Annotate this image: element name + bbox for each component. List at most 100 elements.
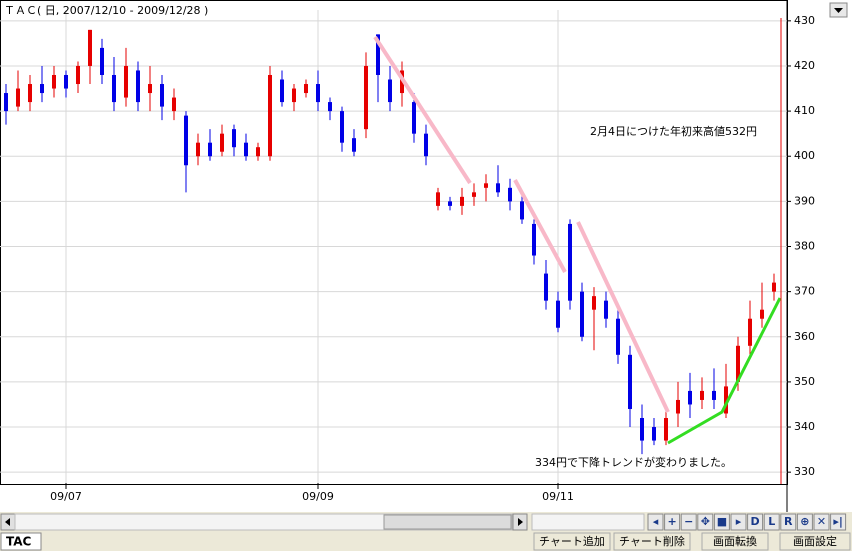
toolbar-button[interactable]: [613, 532, 691, 551]
candle-body: [508, 187, 512, 202]
candle-body: [316, 84, 320, 103]
scroll-thumb[interactable]: [383, 514, 512, 530]
symbol-box[interactable]: [0, 532, 42, 551]
candle-body: [184, 115, 188, 166]
nav-button[interactable]: [730, 513, 747, 531]
candle-body: [640, 418, 644, 441]
candle-body: [304, 84, 308, 94]
zoom-slider[interactable]: [531, 513, 645, 531]
button-label: チャート削除: [619, 534, 685, 548]
candle-body: [388, 79, 392, 103]
candle-body: [484, 183, 488, 188]
candle-body: [748, 318, 752, 346]
nav-button[interactable]: [830, 513, 847, 531]
candle-body: [232, 129, 236, 148]
candle-body: [544, 273, 548, 301]
candle-body: [280, 79, 284, 103]
nav-label: ✕: [817, 515, 826, 528]
y-tick-label: 410: [794, 104, 815, 117]
nav-label: −: [684, 515, 693, 528]
toolbar-button[interactable]: [533, 532, 611, 551]
candle-body: [16, 88, 20, 107]
symbol: TAC: [6, 535, 32, 549]
candle-body: [52, 74, 56, 89]
candle-body: [40, 84, 44, 94]
y-tick-label: 420: [794, 59, 815, 72]
candle-body: [496, 183, 500, 193]
candle-body: [424, 133, 428, 157]
candle-body: [532, 223, 536, 256]
y-tick-label: 370: [794, 285, 815, 298]
candle-body: [76, 65, 80, 85]
nav-label: +: [667, 515, 676, 528]
nav-button[interactable]: [680, 513, 697, 531]
trend-line: [576, 221, 670, 413]
candle-body: [688, 390, 692, 405]
candle-body: [448, 201, 452, 206]
nav-button[interactable]: [664, 513, 681, 531]
candle-body: [28, 84, 32, 103]
candle-body: [652, 427, 656, 441]
buttons: チャート追加 チャート削除 画面転換 画面設定: [533, 532, 851, 551]
candle-body: [136, 70, 140, 103]
candle-body: [724, 386, 728, 414]
nav-button[interactable]: [747, 513, 764, 531]
nav-button[interactable]: [813, 513, 830, 531]
nav-button[interactable]: [713, 513, 730, 531]
toolbar-button[interactable]: [701, 532, 769, 551]
candle-body: [736, 345, 740, 382]
candle-body: [88, 29, 92, 66]
candle-body: [664, 418, 668, 441]
nav-label: ■: [717, 515, 727, 528]
nav-buttons: ◂ + − ✥ ■ ▸ D L R ⊕ ✕ ▸|: [647, 513, 847, 531]
annotation: 334円で下降トレンドが変わりました。: [535, 455, 732, 469]
candle-body: [436, 192, 440, 206]
candle-body: [376, 34, 380, 75]
plot: [0, 10, 791, 489]
dropdown-arrow: [834, 8, 843, 13]
candle-body: [244, 142, 248, 157]
y-tick-label: 330: [794, 465, 815, 478]
candle-body: [256, 147, 260, 157]
trend-line: [667, 297, 782, 445]
x-tick-label: 09/07: [50, 490, 82, 503]
candle-body: [220, 133, 224, 152]
candle-body: [172, 97, 176, 112]
nav-button[interactable]: [796, 513, 813, 531]
y-tick-label: 380: [794, 240, 815, 253]
y-tick-label: 400: [794, 149, 815, 162]
candle-body: [328, 102, 332, 112]
nav-label: ▸: [736, 515, 742, 528]
arrow: [518, 518, 523, 526]
y-tick-label: 430: [794, 14, 815, 27]
candle-body: [148, 84, 152, 94]
button-label: チャート追加: [539, 534, 605, 548]
candle-body: [580, 291, 584, 337]
candle-body: [292, 88, 296, 103]
candle-body: [268, 74, 272, 157]
arrow: [5, 518, 10, 526]
candle-body: [196, 142, 200, 157]
candle-body: [628, 354, 632, 409]
annotation: 2月4日につけた年初来高値532円: [590, 124, 757, 138]
nav-button[interactable]: [697, 513, 714, 531]
toolbar-button[interactable]: [779, 532, 851, 551]
nav-label: ✥: [701, 515, 710, 528]
candle-body: [616, 318, 620, 355]
nav-label: ◂: [653, 515, 659, 528]
candle-body: [412, 102, 416, 134]
candle-body: [700, 390, 704, 400]
chart-title: ＴＡＣ( 日, 2007/12/10 - 2009/12/28 ): [4, 4, 208, 17]
candle-body: [604, 300, 608, 319]
candle-body: [712, 390, 716, 400]
nav-button[interactable]: [780, 513, 797, 531]
candle-body: [340, 111, 344, 143]
nav-button[interactable]: [763, 513, 780, 531]
y-tick-label: 390: [794, 194, 815, 207]
button-label: 画面設定: [793, 534, 837, 548]
nav-button[interactable]: [647, 513, 664, 531]
candle-body: [556, 300, 560, 328]
candle-body: [772, 282, 776, 292]
candle-body: [520, 201, 524, 220]
candle-body: [112, 74, 116, 103]
